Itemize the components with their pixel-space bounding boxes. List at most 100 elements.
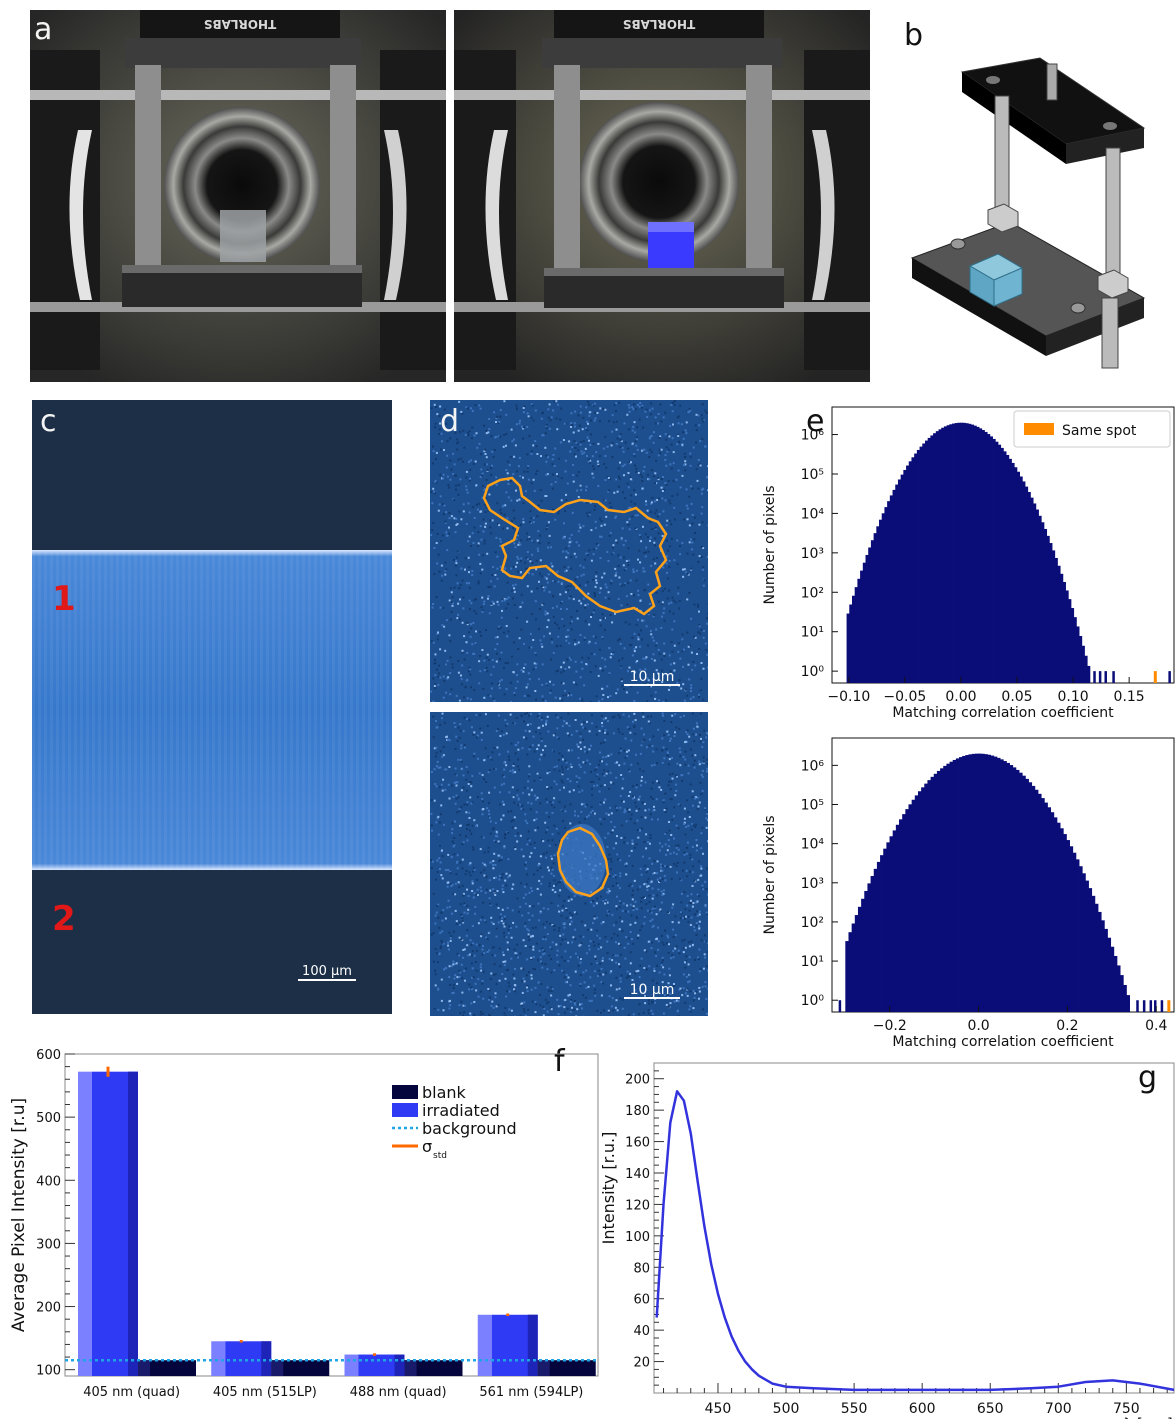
- histogram-bar: [924, 440, 929, 683]
- legend-label-blank: blank: [422, 1083, 467, 1102]
- histogram-bar: [1022, 481, 1026, 683]
- histogram-bar: [1075, 859, 1080, 1012]
- panel-label-c: c: [40, 404, 57, 439]
- histogram-bar: [848, 932, 853, 1012]
- histogram-bar: [1116, 965, 1121, 1012]
- histogram-bar: [1043, 528, 1048, 683]
- histogram-bar: [962, 422, 966, 683]
- y-tick-label: 600: [36, 1048, 61, 1063]
- histogram-bar: [952, 759, 957, 1012]
- histogram-bar: [1062, 582, 1066, 683]
- histogram-bar: [922, 443, 926, 683]
- chart-e-bottom: 10⁰ 10¹ 10² 10³ 10⁴ 10⁵ 10⁶ −0.2 0.0 0.2 0.4 Matchi…: [762, 737, 1175, 1048]
- histogram-bar: [876, 861, 881, 1012]
- histogram-bar: [1031, 785, 1036, 1012]
- histogram-bar: [851, 923, 856, 1012]
- y-tick-label: 10⁴: [801, 837, 825, 853]
- chart-g: 20 40 60 80 100 120 140 160 180 200 450 500 550 600 65…: [600, 1062, 1175, 1419]
- blank-bar: [271, 1360, 330, 1376]
- histogram-bar: [879, 519, 883, 683]
- histogram-bar: [900, 474, 904, 683]
- y-tick-label: 300: [36, 1237, 61, 1252]
- histogram-bar: [1070, 608, 1075, 683]
- x-category-label: 561 nm (594LP): [479, 1385, 583, 1400]
- histogram-bar: [1027, 492, 1031, 683]
- histogram-bar: [933, 433, 937, 683]
- legend-label-sigma: σ: [422, 1137, 432, 1156]
- histogram-bar: [1012, 767, 1017, 1012]
- histogram-bar: [949, 761, 954, 1012]
- histogram-bar: [976, 426, 980, 683]
- histogram-bar: [997, 444, 1002, 683]
- histogram-bar: [868, 547, 872, 683]
- histogram-bar: [1126, 995, 1130, 1012]
- histogram-bar: [851, 595, 856, 683]
- histogram-bar: [1052, 550, 1056, 683]
- x-category-label: 488 nm (quad): [350, 1385, 447, 1400]
- x-tick-label: 500: [773, 1401, 800, 1417]
- x-tick-label: 0.4: [1145, 1018, 1167, 1034]
- outlier-bar: [1160, 1000, 1164, 1012]
- outlier-bar: [1093, 671, 1096, 683]
- histogram-bar: [927, 437, 931, 683]
- histogram-bar: [1094, 903, 1099, 1012]
- histogram-bar: [1084, 655, 1088, 683]
- histogram-bar: [1110, 946, 1115, 1012]
- histogram-bar: [846, 613, 850, 683]
- irradiated-bar-shade: [527, 1314, 538, 1376]
- histogram-bar: [1098, 911, 1102, 1012]
- y-tick-label: 160: [625, 1136, 650, 1151]
- histogram-bar: [968, 423, 972, 683]
- histogram-bar: [883, 848, 887, 1012]
- histogram-bar: [889, 836, 894, 1012]
- histogram-bar: [895, 484, 899, 683]
- blank-bar-highlight: [404, 1360, 417, 1376]
- histogram-bar: [1081, 645, 1085, 683]
- y-tick-label: 500: [36, 1111, 61, 1126]
- mount-label-left: THORLABS: [204, 17, 276, 31]
- histogram-bar: [873, 868, 878, 1012]
- irradiated-bar-shade: [394, 1354, 405, 1376]
- x-tick-label: 0.00: [945, 689, 976, 705]
- outlier-bar: [1098, 671, 1102, 683]
- histogram-bar: [1049, 543, 1053, 683]
- x-tick-label: 650: [977, 1401, 1004, 1417]
- irradiated-bar-highlight: [78, 1071, 92, 1376]
- legend-box: [1013, 410, 1171, 448]
- spectrum-line: [655, 1090, 1175, 1392]
- histogram-bar: [1091, 895, 1096, 1012]
- histogram-bar: [993, 756, 998, 1012]
- y-tick-label: 10³: [801, 876, 824, 892]
- histogram-bar: [914, 795, 919, 1012]
- histogram-bar: [941, 427, 945, 683]
- x-tick-label: 750: [1113, 1401, 1140, 1417]
- histogram-bar: [938, 429, 942, 683]
- histogram-bar: [1120, 975, 1124, 1012]
- histogram-bar: [1066, 840, 1070, 1012]
- y-tick-label: 10⁶: [801, 758, 825, 774]
- x-tick-label: 550: [841, 1401, 868, 1417]
- x-tick-label: −0.10: [827, 689, 870, 705]
- histogram-bar: [1082, 873, 1086, 1012]
- legend-label-same-spot: Same spot: [1062, 423, 1137, 439]
- histogram-bar: [1037, 793, 1042, 1012]
- histogram-bar: [908, 804, 913, 1012]
- histogram-bar: [1079, 636, 1083, 683]
- histogram-bar: [1088, 888, 1093, 1012]
- histogram-bar: [943, 765, 947, 1012]
- panel-label-d: d: [440, 404, 460, 439]
- x-tick-label: 0.15: [1114, 689, 1145, 705]
- histogram-bar: [917, 791, 922, 1012]
- x-tick-label: 0.05: [1001, 689, 1032, 705]
- y-tick-label: 20: [633, 1356, 650, 1371]
- outlier-bar: [1104, 671, 1107, 683]
- histogram-bar: [884, 507, 888, 683]
- histogram-bar: [921, 787, 925, 1012]
- y-tick-label: 60: [633, 1293, 650, 1308]
- histogram-bar: [1014, 467, 1018, 683]
- irradiated-bar-highlight: [477, 1314, 492, 1376]
- histogram-bar: [1030, 497, 1034, 683]
- legend-label-background: background: [422, 1119, 517, 1138]
- panel-d-image-bottom: 10 μm: [430, 712, 708, 1016]
- y-axis-label: Number of pixels: [762, 815, 778, 934]
